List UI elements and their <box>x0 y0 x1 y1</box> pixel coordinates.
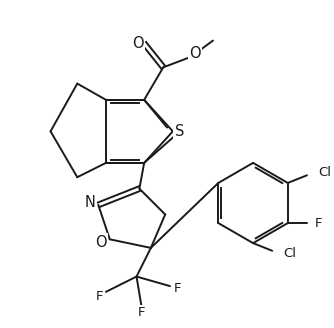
Text: F: F <box>138 306 145 319</box>
Text: F: F <box>96 290 103 303</box>
Text: Cl: Cl <box>284 247 297 260</box>
Text: O: O <box>189 46 201 60</box>
Text: O: O <box>132 36 143 51</box>
Text: O: O <box>96 235 107 250</box>
Text: F: F <box>174 282 181 296</box>
Text: Cl: Cl <box>318 166 331 179</box>
Text: N: N <box>84 195 95 211</box>
Text: F: F <box>315 216 322 230</box>
Text: S: S <box>175 124 184 139</box>
